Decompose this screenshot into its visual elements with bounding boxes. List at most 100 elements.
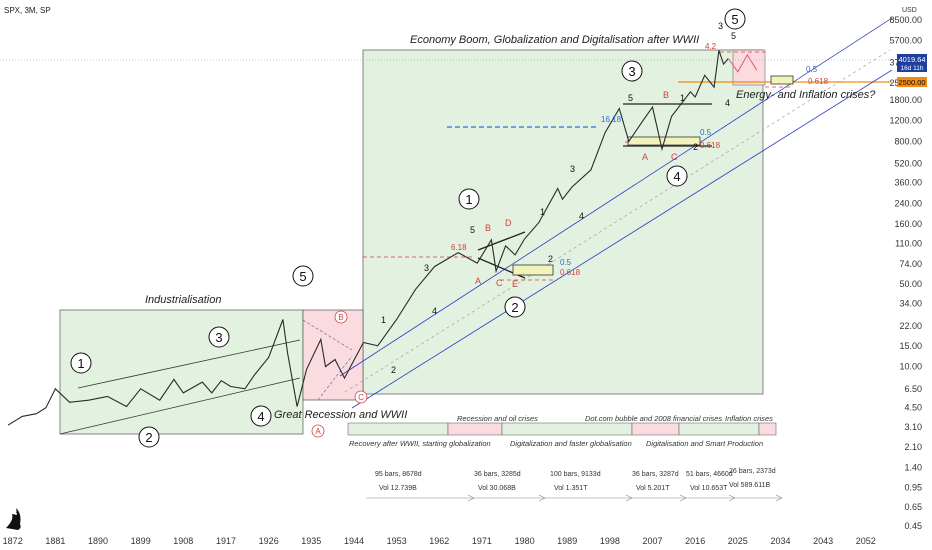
y-tick-label: 74.00 (899, 259, 922, 269)
price-axis[interactable]: 8500.005700.003700.002500.001800.001200.… (889, 15, 922, 531)
wave-5-top: 5 (731, 12, 738, 27)
y-tick-label: 4.50 (904, 403, 922, 413)
level-tag: 2500.00 (897, 77, 927, 87)
y-tick-label: 15.00 (899, 341, 922, 351)
currency-label: USD (902, 7, 917, 14)
y-tick-label: 1800.00 (889, 95, 922, 105)
svg-text:3: 3 (424, 263, 429, 273)
timeline-bottom-2: Digitalization and faster globalisation (510, 439, 632, 448)
svg-text:95 bars, 8678d: 95 bars, 8678d (375, 471, 422, 478)
wave-2-boom: 2 (511, 300, 518, 315)
big-wave-labels: 1 2 3 4 5 1 2 3 4 5 (70, 8, 746, 448)
boom-box (362, 49, 764, 395)
time-axis[interactable]: 1872 1881 1890 1899 1908 1917 1926 1935 1944 1953… (3, 536, 876, 546)
y-tick-label: 240.00 (894, 198, 922, 208)
svg-text:5: 5 (731, 31, 736, 41)
svg-text:4: 4 (432, 306, 437, 316)
y-tick-label: 110.00 (895, 238, 922, 248)
x-tick-label: 1971 (472, 536, 492, 546)
x-tick-label: 2034 (770, 536, 790, 546)
y-tick-label: 160.00 (894, 219, 922, 229)
y-tick-label: 34.00 (899, 299, 922, 309)
abc-wave-labels: A B C D E A B C (475, 90, 678, 289)
wave-C-recession: C (358, 393, 364, 402)
svg-text:A: A (475, 276, 481, 286)
svg-text:Vol 5.201T: Vol 5.201T (636, 485, 670, 492)
y-tick-label: 3.10 (904, 422, 922, 432)
y-tick-label: 520.00 (894, 159, 922, 169)
y-tick-label: 1.40 (904, 463, 922, 473)
x-tick-label: 1872 (3, 536, 23, 546)
x-tick-label: 1899 (131, 536, 151, 546)
wave-4-industrial: 4 (257, 409, 264, 424)
y-tick-label: 50.00 (899, 279, 922, 289)
last-price-tag: 4019.64 16d 11h (897, 54, 927, 72)
x-tick-label: 1908 (173, 536, 193, 546)
trend-channel (59, 17, 893, 435)
y-tick-label: 10.00 (899, 362, 922, 372)
x-tick-label: 2025 (728, 536, 748, 546)
timeline-top-3: Inflation crises (725, 414, 773, 423)
svg-text:E: E (512, 279, 518, 289)
fib-05-label-a: 0.5 (560, 258, 572, 267)
x-tick-label: 2016 (685, 536, 705, 546)
recession-title: Great Recession and WWII (274, 409, 407, 421)
svg-text:Vol 1.351T: Vol 1.351T (554, 485, 588, 492)
y-tick-label: 0.95 (904, 483, 922, 493)
svg-text:36 bars, 3287d: 36 bars, 3287d (632, 471, 679, 478)
fib-0618-label-b: 0.618 (700, 141, 721, 150)
y-tick-label: 800.00 (894, 136, 922, 146)
timeline-bottom-3: Digitalisation and Smart Production (646, 439, 763, 448)
svg-text:4019.64: 4019.64 (898, 55, 925, 64)
x-tick-label: 1962 (429, 536, 449, 546)
fib-618-label: 6.18 (451, 243, 467, 252)
x-tick-label: 2043 (813, 536, 833, 546)
forecast-path (727, 54, 758, 73)
svg-text:B: B (663, 90, 669, 100)
svg-text:5: 5 (628, 93, 633, 103)
svg-text:D: D (505, 218, 512, 228)
svg-text:36 bars, 3285d: 36 bars, 3285d (474, 471, 521, 478)
y-tick-label: 0.45 (904, 521, 922, 531)
y-tick-label: 0.65 (904, 502, 922, 512)
svg-text:4: 4 (579, 211, 584, 221)
fib-05-label-c: 0.5 (806, 65, 818, 74)
svg-text:26 bars, 2373d: 26 bars, 2373d (729, 468, 776, 475)
wave-4-boom: 4 (673, 169, 680, 184)
wave-1-industrial: 1 (77, 356, 84, 371)
x-tick-label: 1953 (387, 536, 407, 546)
svg-text:C: C (671, 152, 678, 162)
svg-text:2: 2 (548, 254, 553, 264)
industrial-title: Industrialisation (145, 294, 221, 306)
y-tick-label: 8500.00 (889, 15, 922, 25)
fib-1618-label: 16.18 (601, 115, 622, 124)
wave-3-boom: 3 (628, 64, 635, 79)
x-tick-label: 1998 (600, 536, 620, 546)
energy-title: Energy- and Inflation crises? (736, 89, 876, 101)
industrial-lower-line (59, 377, 301, 435)
svg-text:3: 3 (570, 164, 575, 174)
svg-text:C: C (496, 278, 503, 288)
y-tick-label: 1200.00 (889, 116, 922, 126)
y-tick-label: 5700.00 (889, 36, 922, 46)
svg-text:Vol 10.653T: Vol 10.653T (690, 485, 728, 492)
svg-text:3: 3 (718, 21, 723, 31)
range-stats: 95 bars, 8678d Vol 12.739B 36 bars, 3285… (366, 468, 783, 502)
fib-0618-label-c: 0.618 (808, 77, 829, 86)
svg-text:1: 1 (381, 315, 386, 325)
svg-text:16d 11h: 16d 11h (900, 65, 923, 72)
wave-A-recession: A (315, 427, 321, 436)
boom-title: Economy Boom, Globalization and Digitali… (410, 34, 699, 46)
x-tick-label: 1980 (515, 536, 535, 546)
x-tick-label: 1890 (88, 536, 108, 546)
price-line (7, 50, 729, 426)
annotation-boxes (59, 49, 766, 435)
x-tick-label: 1881 (45, 536, 65, 546)
x-tick-label: 1926 (259, 536, 279, 546)
x-tick-label: 1989 (557, 536, 577, 546)
timeline-top-2: Dot.com bubble and 2008 financial crises (585, 414, 722, 423)
industrial-upper-line (77, 339, 301, 389)
svg-text:2: 2 (693, 142, 698, 152)
svg-text:2500.00: 2500.00 (898, 78, 925, 87)
